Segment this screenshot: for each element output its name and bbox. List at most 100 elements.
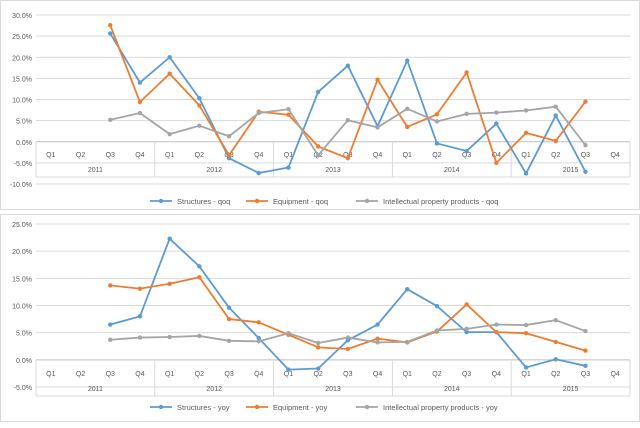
structures-qoq-point	[286, 165, 291, 170]
qoq-category-label: Q2	[195, 152, 204, 159]
equipment-qoq-point	[464, 70, 469, 75]
yoy-y-tick-label: -5.0%	[14, 385, 32, 392]
intellectual-property-products-qoq-point	[464, 111, 469, 117]
yoy-year-label: 2012	[206, 386, 222, 393]
qoq-category-label: Q4	[492, 152, 501, 159]
equipment-yoy-point	[523, 331, 529, 336]
yoy-category-label: Q3	[343, 371, 352, 378]
intellectual-property-products-yoy-point	[405, 339, 410, 345]
intellectual-property-products-qoq-point	[553, 104, 558, 109]
structures-yoy-legend-label: Structures - yoy	[177, 403, 230, 412]
equipment-qoq-legend-marker	[254, 198, 260, 204]
qoq-y-tick-label: 10.0%	[12, 98, 32, 105]
structures-yoy-point	[464, 329, 469, 335]
qoq-category-label: Q3	[581, 152, 590, 159]
qoq-year-label: 2012	[206, 167, 222, 174]
equipment-qoq-point	[137, 99, 143, 105]
structures-qoq-point	[108, 31, 113, 36]
equipment-qoq-point	[434, 112, 440, 117]
qoq-category-label: Q2	[76, 152, 85, 159]
intellectual-property-products-yoy-point	[315, 340, 321, 346]
yoy-category-label: Q4	[373, 371, 382, 378]
intellectual-property-products-yoy-point	[523, 322, 529, 328]
qoq-category-label: Q1	[284, 152, 293, 159]
intellectual-property-products-yoy-legend-label: Intellectual property products - yoy	[383, 403, 498, 412]
structures-yoy-point	[583, 363, 588, 369]
qoq-category-label: Q2	[432, 152, 441, 159]
qoq-category-label: Q1	[403, 152, 412, 159]
intellectual-property-products-yoy-point	[256, 339, 261, 344]
equipment-yoy-point	[494, 329, 499, 335]
structures-yoy-point	[523, 365, 529, 370]
equipment-yoy-point	[583, 348, 588, 353]
equipment-qoq-point	[523, 130, 529, 136]
qoq-year-label: 2014	[444, 167, 460, 174]
structures-yoy-point	[375, 322, 380, 327]
qoq-y-tick-label: 20.0%	[12, 55, 32, 62]
yoy-category-label: Q2	[551, 371, 560, 378]
equipment-qoq-point	[583, 99, 588, 104]
equipment-yoy-point	[464, 302, 469, 307]
yoy-year-label: 2015	[563, 386, 579, 393]
equipment-yoy-point	[137, 286, 143, 291]
structures-yoy-point	[226, 305, 232, 310]
equipment-qoq-point	[345, 156, 351, 161]
equipment-yoy-point	[256, 320, 261, 325]
yoy-category-label: Q3	[106, 371, 115, 378]
equipment-yoy-legend-label: Equipment - yoy	[273, 403, 327, 412]
qoq-y-tick-label: 15.0%	[12, 76, 32, 83]
yoy-category-label: Q2	[76, 371, 85, 378]
intellectual-property-products-qoq-legend-label: Intellectual property products - qoq	[383, 197, 498, 206]
yoy-y-tick-label: 20.0%	[12, 249, 32, 256]
intellectual-property-products-qoq-point	[375, 125, 380, 130]
qoq-chart: -10.0% -5.0% 0.0% 5.0% 10.0% 15.0% 20.0% 25.0% 3…	[10, 13, 631, 206]
qoq-y-tick-label: 5.0%	[16, 119, 32, 126]
yoy-category-label: Q1	[521, 371, 530, 378]
qoq-category-label: Q1	[46, 152, 55, 159]
equipment-yoy-point	[167, 281, 172, 286]
qoq-category-label: Q4	[135, 152, 144, 159]
equipment-yoy-point	[315, 345, 321, 350]
structures-yoy-point	[405, 287, 410, 292]
yoy-y-tick-label: 15.0%	[12, 276, 32, 283]
qoq-chart-frame	[0, 0, 640, 210]
intellectual-property-products-yoy-legend-marker	[364, 404, 370, 410]
equipment-yoy-point	[345, 346, 351, 352]
intellectual-property-products-qoq-point	[108, 117, 113, 122]
qoq-year-label: 2011	[88, 167, 103, 174]
equipment-qoq-point	[405, 124, 410, 130]
yoy-y-tick-label: 25.0%	[12, 222, 32, 229]
intellectual-property-products-yoy-point	[464, 326, 469, 332]
qoq-category-label: Q4	[254, 152, 263, 159]
structures-yoy-point	[286, 367, 291, 372]
intellectual-property-products-qoq-point	[523, 108, 529, 113]
equipment-qoq-point	[553, 138, 558, 144]
qoq-category-label: Q4	[610, 152, 619, 159]
structures-qoq-point	[583, 169, 588, 174]
yoy-category-label: Q4	[254, 371, 263, 378]
yoy-year-label: 2014	[444, 386, 460, 393]
intellectual-property-products-yoy-point	[494, 322, 499, 327]
intellectual-property-products-qoq-point	[345, 118, 351, 123]
structures-qoq-point	[464, 148, 469, 154]
intellectual-property-products-qoq-point	[405, 106, 410, 111]
equipment-yoy-point	[108, 283, 113, 288]
intellectual-property-products-yoy-point	[375, 340, 380, 345]
qoq-category-label: Q3	[106, 152, 115, 159]
equipment-yoy-point	[226, 316, 232, 322]
equipment-qoq-point	[167, 71, 172, 76]
intellectual-property-products-qoq-point	[197, 123, 202, 128]
equipment-qoq-point	[197, 103, 202, 108]
intellectual-property-products-yoy-point	[137, 335, 143, 340]
structures-qoq-point	[137, 80, 143, 85]
yoy-y-tick-label: 0.0%	[16, 358, 32, 365]
qoq-category-label: Q3	[343, 152, 352, 159]
structures-qoq-point	[494, 121, 499, 126]
yoy-category-label: Q1	[403, 371, 412, 378]
qoq-y-tick-label: -5.0%	[14, 161, 32, 168]
qoq-category-label: Q4	[373, 152, 382, 159]
structures-qoq-point	[167, 55, 172, 60]
yoy-category-label: Q1	[46, 371, 55, 378]
yoy-category-label: Q2	[432, 371, 441, 378]
yoy-year-label: 2013	[325, 386, 341, 393]
